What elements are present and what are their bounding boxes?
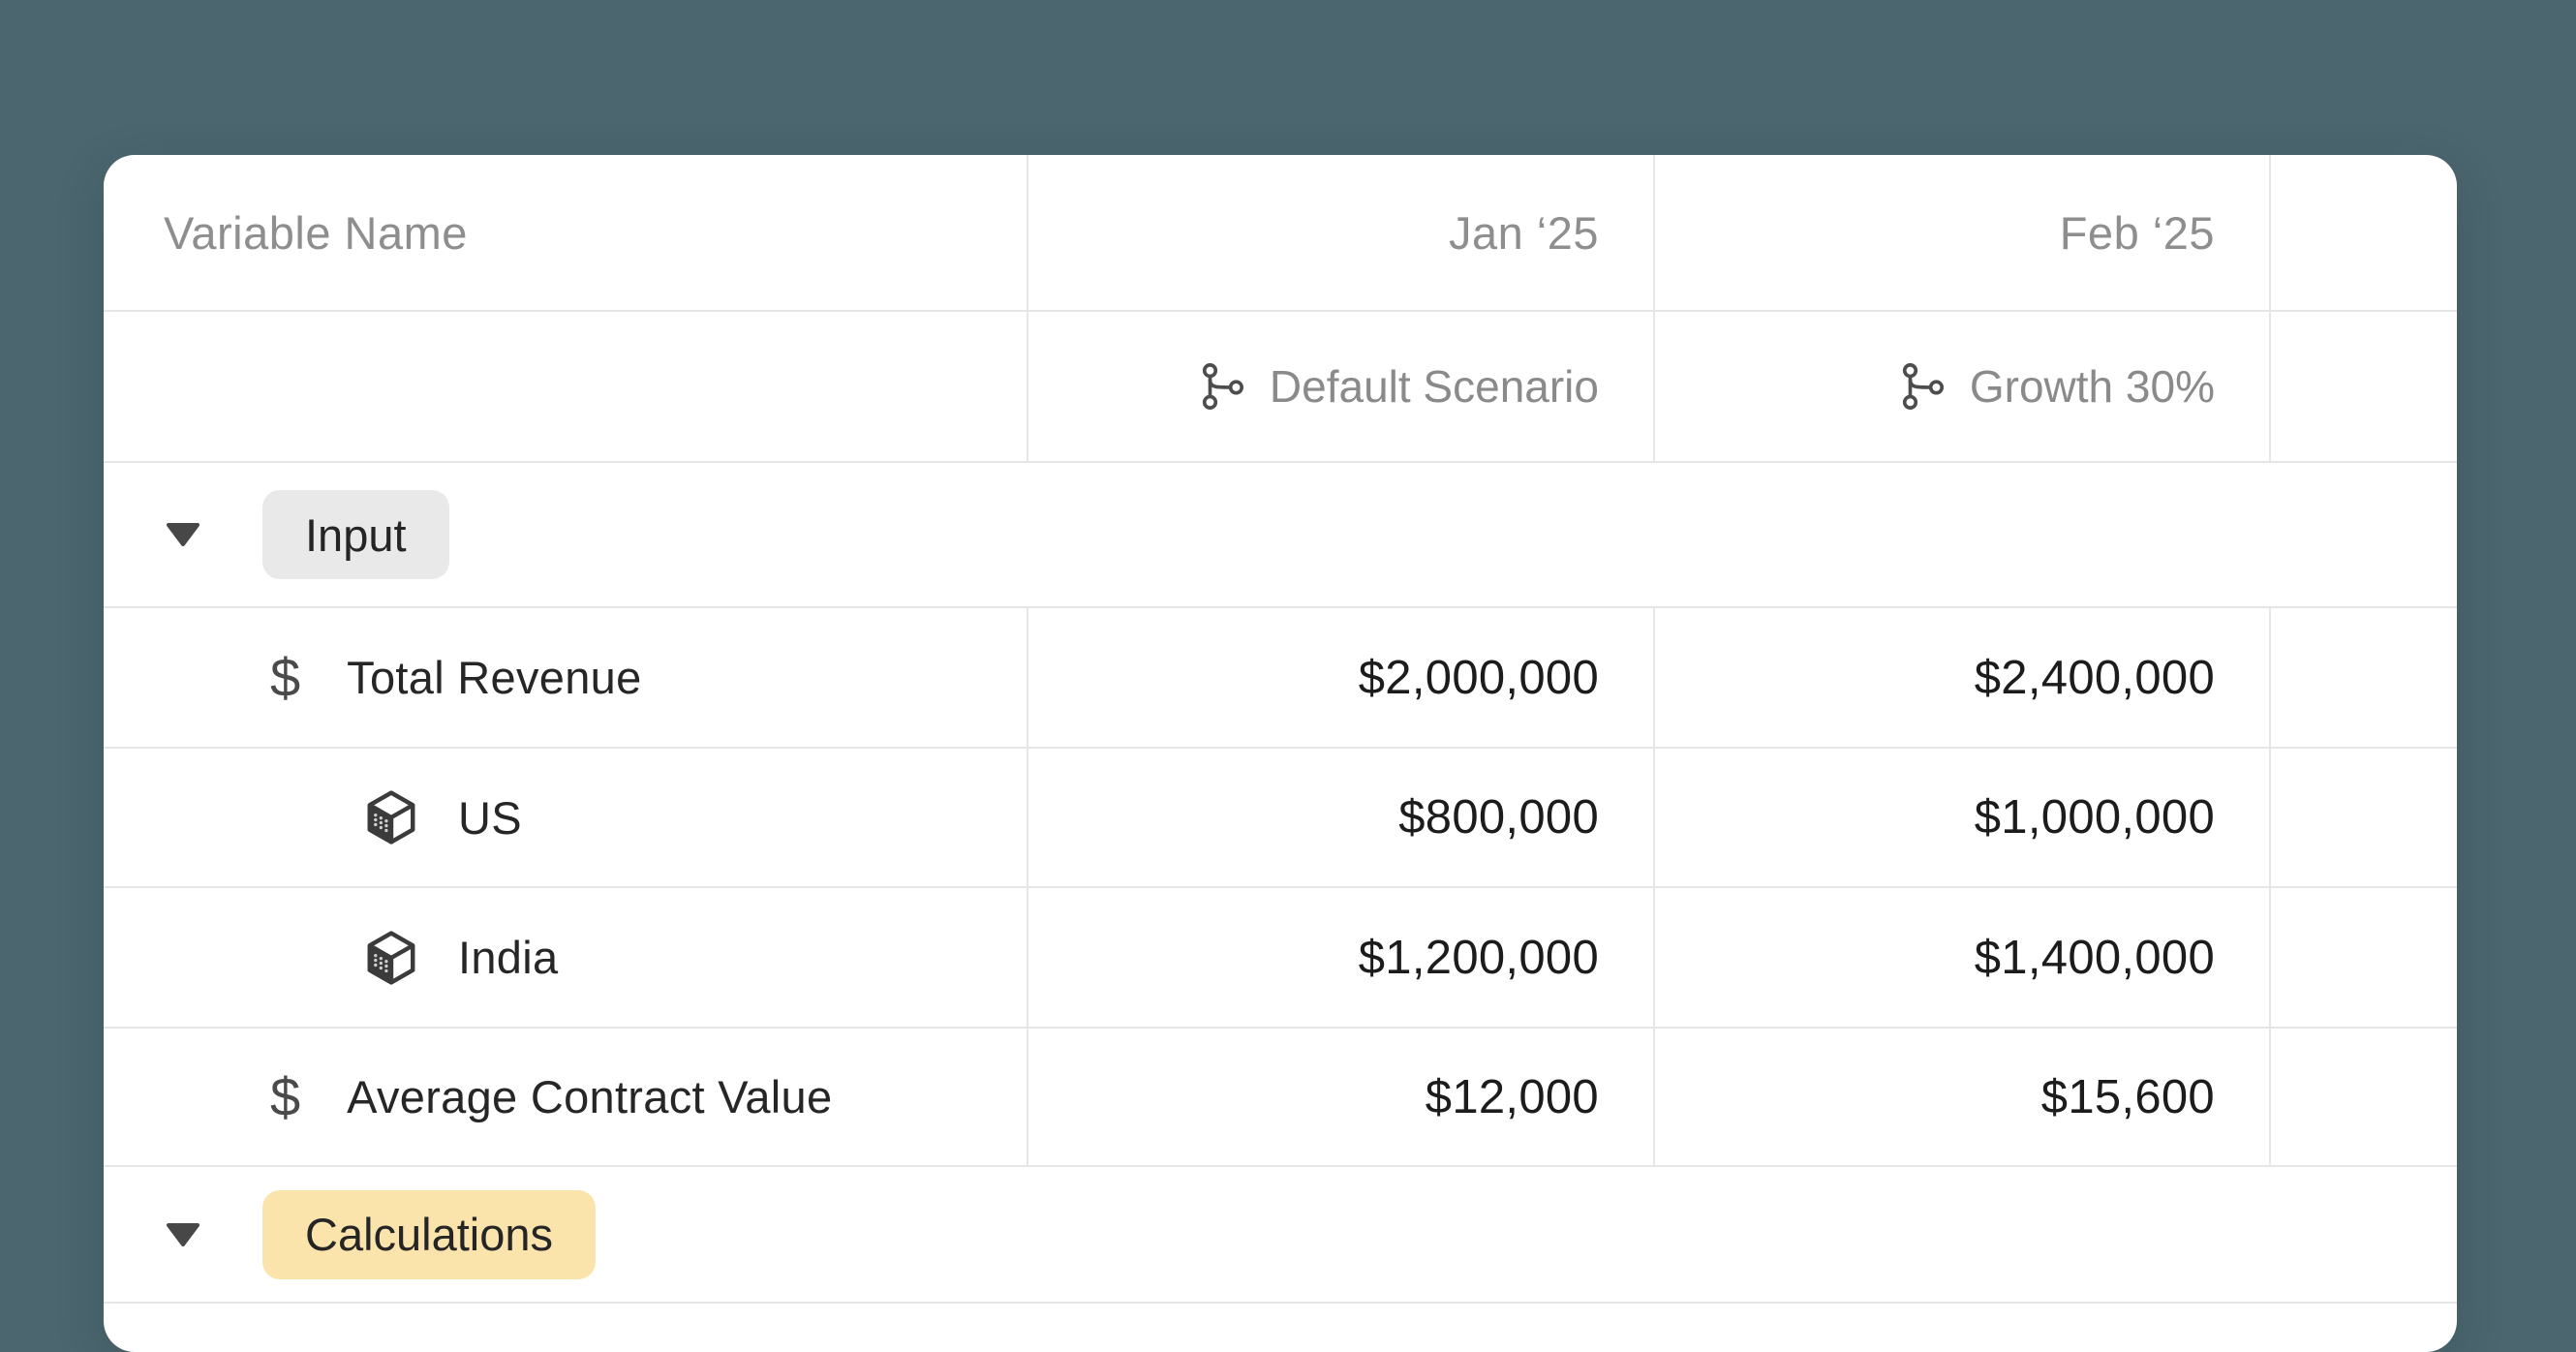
- scenario-cell-jan: Default Scenario: [1027, 312, 1653, 461]
- scenario-row: Default Scenario Growth 30%: [104, 312, 2457, 463]
- column-header-jan-25[interactable]: Jan ‘25: [1027, 155, 1653, 310]
- value-cell-jan[interactable]: $1,200,000: [1027, 888, 1653, 1027]
- value-cell-jan[interactable]: $2,000,000: [1027, 608, 1653, 747]
- model-table-card: Variable Name Jan ‘25 Feb ‘25 Default Sc…: [104, 155, 2457, 1352]
- value-cell-feb[interactable]: $1,400,000: [1653, 888, 2269, 1027]
- table-header-row: Variable Name Jan ‘25 Feb ‘25: [104, 155, 2457, 312]
- value-cell-feb[interactable]: $2,400,000: [1653, 608, 2269, 747]
- value-cell-feb[interactable]: $15,600: [1653, 1029, 2269, 1165]
- table-row-average-contract-value: $ Average Contract Value $12,000 $15,600: [104, 1029, 2457, 1167]
- variable-name-cell[interactable]: $ Total Revenue: [104, 608, 1027, 747]
- section-row-input: Input: [104, 463, 2457, 608]
- jan-25-header-label: Jan ‘25: [1448, 206, 1599, 259]
- scenario-selector-growth-30[interactable]: Growth 30%: [1898, 360, 2215, 413]
- empty-cell: [2269, 608, 2457, 747]
- value-cell-feb[interactable]: $1,000,000: [1653, 749, 2269, 886]
- section-chip-input[interactable]: Input: [262, 490, 449, 579]
- category-label: India: [458, 932, 559, 983]
- collapse-caret-icon[interactable]: [166, 1222, 200, 1247]
- scenario-cell-feb: Growth 30%: [1653, 312, 2269, 461]
- empty-cell: [2269, 749, 2457, 886]
- empty-cell: [2269, 888, 2457, 1027]
- clipped-next-row: [104, 1304, 2457, 1352]
- column-header-variable-name: Variable Name: [104, 155, 1027, 310]
- variable-label: Total Revenue: [347, 652, 642, 703]
- value-cell-jan[interactable]: $800,000: [1027, 749, 1653, 886]
- feb-25-header-label: Feb ‘25: [2059, 206, 2215, 259]
- cube-category-icon: [365, 930, 417, 986]
- empty-cell: [2269, 1029, 2457, 1165]
- scenario-label: Growth 30%: [1969, 361, 2215, 412]
- table-row-total-revenue: $ Total Revenue $2,000,000 $2,400,000: [104, 608, 2457, 749]
- dollar-variable-icon: $: [270, 646, 301, 708]
- scenario-branch-icon: [1902, 363, 1944, 410]
- scenario-selector-default[interactable]: Default Scenario: [1198, 360, 1599, 413]
- column-header-feb-25[interactable]: Feb ‘25: [1653, 155, 2269, 310]
- table-row-us: US $800,000 $1,000,000: [104, 749, 2457, 888]
- cube-category-icon: [365, 789, 417, 845]
- scenario-cell-empty: [2269, 312, 2457, 461]
- collapse-caret-icon[interactable]: [166, 522, 200, 547]
- scenario-branch-icon: [1202, 363, 1243, 410]
- table-row-india: India $1,200,000 $1,400,000: [104, 888, 2457, 1029]
- column-header-empty: [2269, 155, 2457, 310]
- section-row-calculations: Calculations: [104, 1167, 2457, 1304]
- dollar-variable-icon: $: [270, 1065, 301, 1127]
- variable-name-header-label: Variable Name: [164, 206, 468, 259]
- category-name-cell[interactable]: US: [104, 749, 1027, 886]
- variable-name-cell[interactable]: $ Average Contract Value: [104, 1029, 1027, 1165]
- variable-label: Average Contract Value: [347, 1071, 833, 1122]
- section-chip-calculations[interactable]: Calculations: [262, 1189, 597, 1279]
- category-label: US: [458, 791, 522, 844]
- value-cell-jan[interactable]: $12,000: [1027, 1029, 1653, 1165]
- category-name-cell[interactable]: India: [104, 888, 1027, 1027]
- scenario-label: Default Scenario: [1269, 361, 1599, 412]
- scenario-row-name-cell: [104, 312, 1027, 461]
